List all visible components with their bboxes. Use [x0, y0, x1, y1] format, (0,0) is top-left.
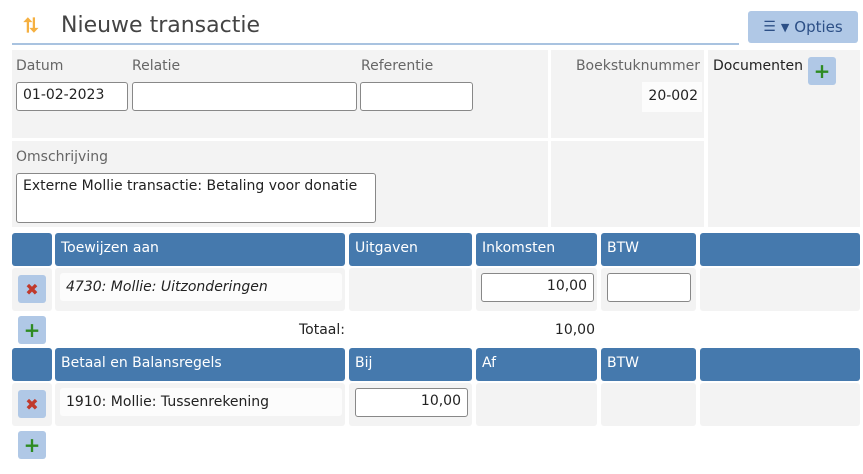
- relation-label: Relatie: [132, 58, 181, 74]
- header-allocate: Toewijzen aan: [55, 233, 345, 266]
- header-debit: Bij: [349, 348, 472, 381]
- documents-label: Documenten: [713, 58, 804, 74]
- account-value[interactable]: 1910: Mollie: Tussenrekening: [60, 388, 342, 416]
- chevron-down-icon: ▼: [780, 20, 790, 34]
- account-value[interactable]: 4730: Mollie: Uitzonderingen: [60, 273, 342, 301]
- description-label: Omschrijving: [16, 149, 108, 165]
- header-blank: [700, 233, 860, 266]
- header-balance: Betaal en Balansregels: [55, 348, 345, 381]
- transaction-icon: ⮁: [22, 13, 38, 37]
- vat-input[interactable]: [607, 273, 691, 302]
- page-title: Nieuwe transactie: [61, 13, 260, 38]
- date-input[interactable]: 01-02-2023: [16, 82, 128, 111]
- total-value: 10,00: [554, 322, 595, 338]
- sliders-icon: ☰: [763, 19, 776, 35]
- total-label: Totaal:: [299, 322, 345, 338]
- add-document-button[interactable]: +: [808, 57, 836, 85]
- description-textarea[interactable]: Externe Mollie transactie: Betaling voor…: [16, 173, 376, 223]
- reference-input[interactable]: [360, 82, 473, 111]
- empty-panel: [551, 141, 704, 227]
- header-vat: BTW: [601, 348, 696, 381]
- header-credit: Af: [476, 348, 597, 381]
- documents-panel: [708, 50, 860, 227]
- add-balance-row-button[interactable]: +: [18, 431, 46, 459]
- header-blank: [12, 348, 52, 381]
- header-expenses: Uitgaven: [349, 233, 472, 266]
- booking-number-label: Boekstuknummer: [575, 58, 700, 74]
- header-income: Inkomsten: [476, 233, 597, 266]
- date-label: Datum: [16, 58, 64, 74]
- title-underline: [12, 43, 739, 45]
- add-allocation-button[interactable]: +: [18, 316, 46, 344]
- relation-input[interactable]: [132, 82, 357, 111]
- delete-row-button[interactable]: ✖: [18, 390, 46, 418]
- header-blank: [700, 348, 860, 381]
- header-blank: [12, 233, 52, 266]
- options-button[interactable]: ☰ ▼ Opties: [748, 11, 858, 43]
- booking-number-value: 20-002: [642, 82, 702, 112]
- header-vat: BTW: [601, 233, 696, 266]
- reference-label: Referentie: [361, 58, 434, 74]
- delete-row-button[interactable]: ✖: [18, 275, 46, 303]
- income-input[interactable]: 10,00: [481, 273, 594, 302]
- debit-input[interactable]: 10,00: [355, 388, 468, 417]
